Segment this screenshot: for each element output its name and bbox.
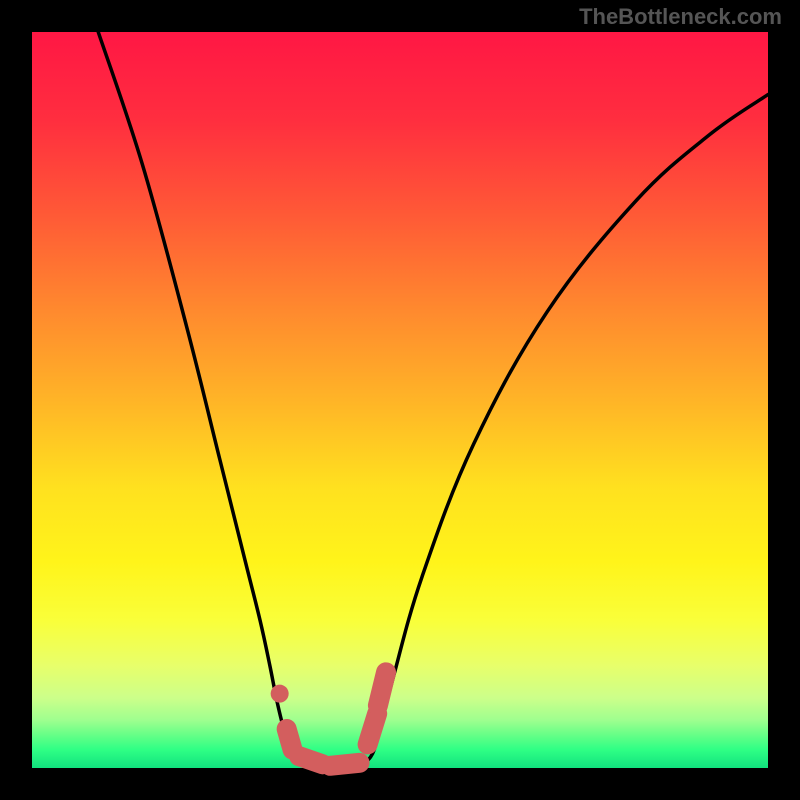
watermark-text: TheBottleneck.com [579,4,782,30]
marker-segment [299,756,323,764]
marker-segment [287,729,293,750]
marker-segment [330,763,359,766]
bottleneck-chart: TheBottleneck.com [0,0,800,800]
marker-segment [368,714,378,745]
marker-segment [378,672,386,705]
chart-svg [0,0,800,800]
marker-dot [271,685,289,703]
